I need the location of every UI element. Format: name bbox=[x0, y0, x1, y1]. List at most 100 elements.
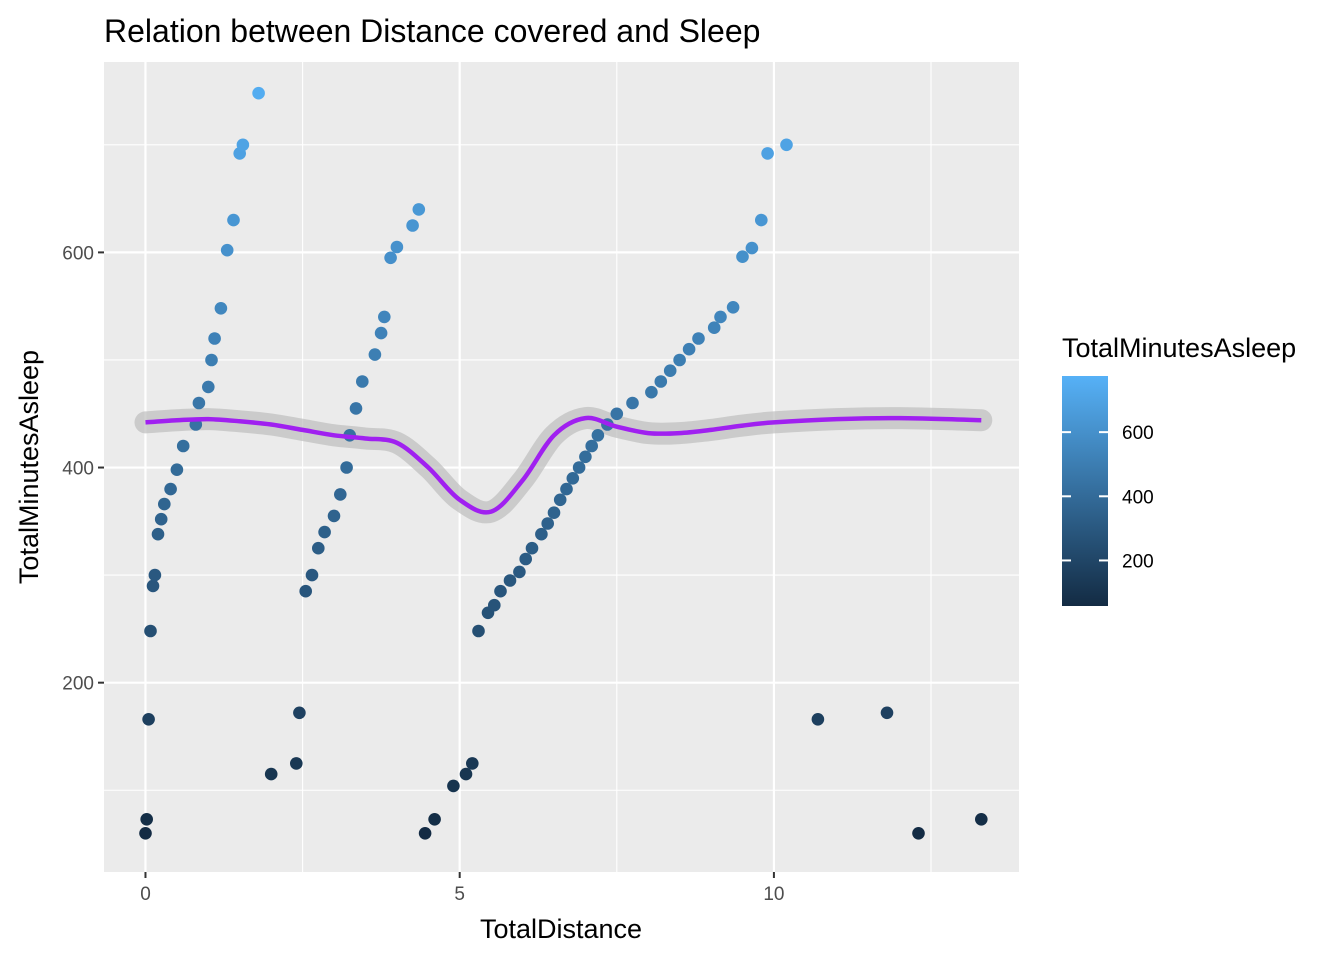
data-point bbox=[682, 342, 696, 356]
legend-title: TotalMinutesAsleep bbox=[1062, 333, 1296, 363]
data-point bbox=[975, 813, 988, 826]
data-point bbox=[356, 375, 369, 388]
y-tick-label: 400 bbox=[62, 459, 94, 480]
data-point bbox=[158, 497, 171, 511]
data-point bbox=[349, 402, 363, 415]
x-tick-label: 0 bbox=[140, 884, 151, 905]
data-point bbox=[880, 706, 894, 720]
grid-major bbox=[104, 62, 1019, 872]
legend-tick-label: 400 bbox=[1122, 487, 1154, 508]
data-point bbox=[626, 396, 639, 410]
data-point bbox=[412, 203, 426, 216]
data-point bbox=[535, 527, 548, 541]
data-point bbox=[566, 472, 580, 485]
data-point bbox=[312, 541, 325, 555]
data-point bbox=[525, 541, 539, 555]
y-axis: 200 400 600 bbox=[62, 243, 104, 695]
data-point bbox=[755, 213, 768, 227]
legend: TotalMinutesAsleep 200 400 600 bbox=[1062, 333, 1296, 606]
legend-ticks: 200 400 600 bbox=[1062, 423, 1154, 572]
data-points bbox=[139, 86, 988, 840]
data-point bbox=[340, 461, 353, 474]
data-point bbox=[192, 396, 206, 410]
data-point bbox=[736, 250, 749, 263]
data-point bbox=[406, 219, 419, 232]
data-point bbox=[503, 574, 517, 587]
x-tick-label: 10 bbox=[763, 884, 784, 905]
legend-tick-label: 600 bbox=[1122, 423, 1154, 444]
data-point bbox=[654, 375, 668, 388]
data-point bbox=[553, 493, 567, 507]
data-point bbox=[579, 450, 592, 464]
legend-colorbar bbox=[1062, 376, 1108, 606]
data-point bbox=[692, 332, 705, 345]
data-point bbox=[459, 767, 473, 781]
data-point bbox=[140, 813, 153, 826]
data-point bbox=[305, 568, 319, 582]
data-point bbox=[170, 463, 184, 477]
y-axis-title: TotalMinutesAsleep bbox=[14, 350, 44, 584]
data-point bbox=[488, 598, 501, 612]
y-tick-label: 200 bbox=[62, 674, 94, 695]
data-point bbox=[714, 310, 727, 324]
data-point bbox=[390, 240, 404, 254]
data-point bbox=[547, 506, 561, 519]
data-point bbox=[374, 326, 388, 340]
data-point bbox=[202, 380, 215, 394]
data-point bbox=[466, 757, 479, 770]
data-point bbox=[494, 584, 507, 598]
data-point bbox=[142, 713, 155, 726]
data-point bbox=[585, 439, 598, 453]
data-point bbox=[761, 147, 774, 160]
data-point bbox=[541, 517, 554, 530]
data-point bbox=[139, 827, 152, 840]
data-point bbox=[264, 767, 278, 781]
data-point bbox=[418, 827, 432, 840]
data-point bbox=[227, 213, 240, 227]
data-point bbox=[293, 706, 306, 720]
data-point bbox=[811, 713, 825, 726]
data-point bbox=[663, 364, 677, 378]
data-point bbox=[154, 512, 168, 526]
data-point bbox=[745, 241, 759, 255]
data-point bbox=[610, 407, 624, 421]
x-axis-title: TotalDistance bbox=[480, 914, 642, 944]
data-point bbox=[334, 488, 347, 501]
data-point bbox=[726, 301, 740, 314]
data-point bbox=[299, 584, 313, 598]
data-point bbox=[214, 302, 228, 315]
data-point bbox=[164, 482, 177, 496]
data-point bbox=[368, 348, 382, 361]
data-point bbox=[176, 439, 190, 453]
data-point bbox=[144, 624, 157, 638]
data-point bbox=[912, 827, 925, 840]
data-point bbox=[318, 525, 331, 539]
data-point bbox=[572, 461, 586, 474]
data-point bbox=[252, 86, 265, 100]
data-point bbox=[205, 353, 218, 367]
x-axis: 0 5 10 bbox=[140, 872, 784, 905]
data-point bbox=[560, 482, 573, 496]
data-point bbox=[236, 138, 250, 152]
data-point bbox=[208, 332, 221, 345]
chart-title: Relation between Distance covered and Sl… bbox=[104, 13, 760, 49]
data-point bbox=[327, 509, 341, 523]
data-point bbox=[673, 353, 686, 367]
data-point bbox=[428, 813, 441, 826]
data-point bbox=[146, 579, 160, 593]
smooth-curve bbox=[145, 415, 982, 515]
data-point bbox=[472, 624, 485, 638]
smooth-line bbox=[145, 415, 982, 515]
data-point bbox=[151, 527, 165, 541]
data-point bbox=[290, 757, 303, 770]
data-point bbox=[447, 779, 460, 793]
data-point bbox=[645, 385, 658, 399]
data-point bbox=[148, 568, 162, 582]
data-point bbox=[707, 321, 721, 335]
data-point bbox=[780, 138, 793, 152]
data-point bbox=[220, 243, 234, 257]
data-point bbox=[378, 310, 391, 324]
data-point bbox=[519, 552, 532, 566]
legend-tick-label: 200 bbox=[1122, 551, 1154, 572]
